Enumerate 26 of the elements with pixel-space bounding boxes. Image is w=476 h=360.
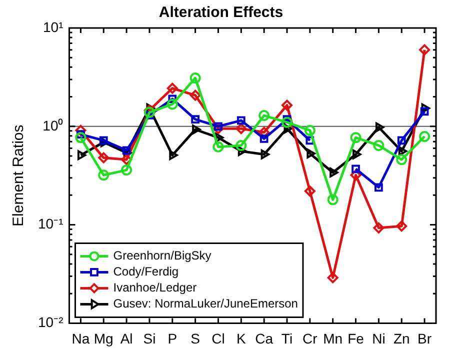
y-tick-label: 10⁻²: [38, 314, 64, 330]
legend-label: Gusev: NormaLuker/JuneEmerson: [113, 296, 298, 311]
x-tick-label: Ni: [372, 330, 386, 346]
x-tick-label: Br: [418, 330, 432, 346]
legend-label: Ivanhoe/Ledger: [113, 280, 197, 295]
legend-label: Greenhorn/BigSky: [113, 248, 212, 263]
y-axis-title: Element Ratios: [10, 124, 28, 226]
x-tick-label: Cr: [302, 330, 318, 346]
chart-title: Alteration Effects: [158, 4, 284, 22]
x-tick-label: Ti: [281, 330, 293, 346]
y-tick-label: 10⁻¹: [38, 216, 64, 232]
x-tick-label: Fe: [348, 330, 364, 346]
x-tick-label: Ca: [255, 330, 274, 346]
legend-label: Cody/Ferdig: [113, 264, 179, 279]
x-tick-label: Mn: [323, 330, 343, 346]
y-tick-label: 10⁰: [42, 117, 64, 134]
x-tick-label: P: [168, 330, 178, 346]
x-tick-label: Cl: [212, 330, 225, 346]
x-tick-label: Al: [120, 330, 133, 346]
x-tick-label: Na: [72, 330, 90, 346]
x-tick-label: Zn: [393, 330, 410, 346]
x-tick-label: S: [190, 330, 200, 346]
x-tick-label: Si: [143, 330, 156, 346]
x-tick-label: K: [236, 330, 246, 346]
x-tick-label: Mg: [94, 330, 114, 346]
y-tick-label: 10¹: [43, 18, 64, 35]
